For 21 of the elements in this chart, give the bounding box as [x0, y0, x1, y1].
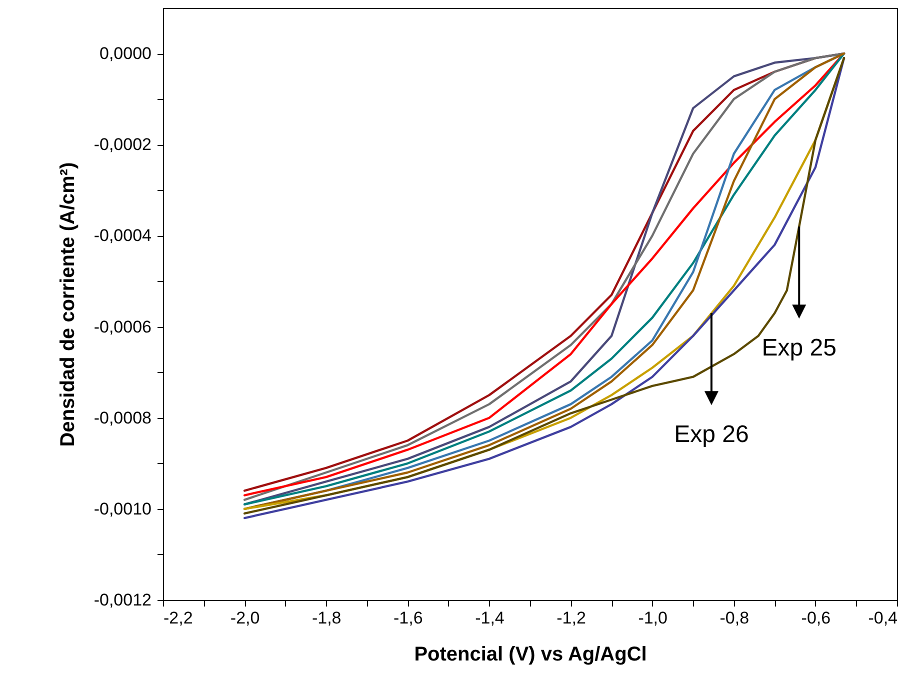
y-tick-label: 0,0000: [100, 44, 152, 64]
y-tick-label: -0,0008: [94, 408, 152, 428]
y-tick-label: -0,0006: [94, 317, 152, 336]
x-tick-label: -0,4: [868, 608, 898, 628]
annotation: Exp 26: [674, 421, 749, 448]
x-tick-label: -2,0: [230, 608, 260, 628]
x-tick-label: -1,6: [394, 608, 423, 628]
y-tick-label: -0,0002: [94, 135, 152, 154]
x-tick-label: -0,6: [801, 608, 831, 628]
y-tick-label: -0,0004: [94, 226, 152, 246]
x-tick-label: -0,8: [720, 608, 750, 628]
y-axis-title: Densidad de corriente (A/cm²): [56, 162, 79, 447]
x-tick-label: -1,8: [312, 608, 342, 628]
x-axis-title: Potencial (V) vs Ag/AgCl: [414, 644, 647, 666]
x-tick-label: -1,0: [638, 608, 668, 628]
x-tick-label: -1,4: [475, 608, 504, 628]
y-tick-label: -0,0012: [94, 590, 152, 610]
x-tick-label: -1,2: [556, 608, 586, 628]
x-tick-label: -2,2: [164, 608, 193, 628]
y-tick-label: -0,0010: [94, 499, 152, 518]
annotation: Exp 25: [762, 334, 836, 362]
